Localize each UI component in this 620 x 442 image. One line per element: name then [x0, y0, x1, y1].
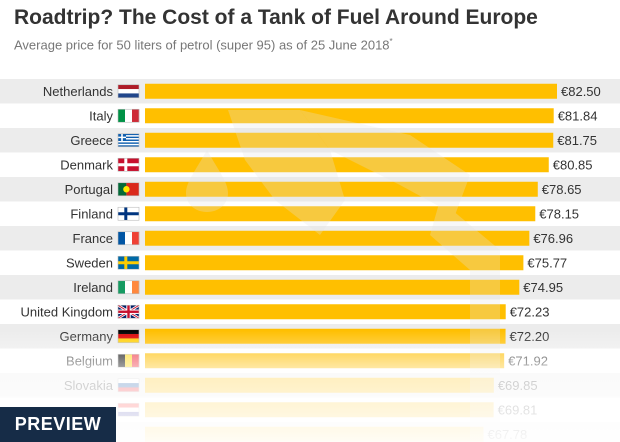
bar-portugal: [145, 181, 538, 197]
bar-finland: [145, 206, 536, 222]
value-label-ireland: €74.95: [523, 280, 563, 295]
flag-ireland-icon: [117, 280, 140, 295]
value-label-france: €76.96: [533, 231, 573, 246]
flag-denmark-icon: [117, 157, 140, 172]
bar-netherlands: [145, 83, 557, 99]
category-label-france: France: [73, 231, 113, 246]
category-label-greece: Greece: [70, 133, 113, 148]
flag-netherlands-icon: [117, 84, 140, 99]
value-label-greece: €81.75: [557, 133, 597, 148]
value-label-united-kingdom: €72.23: [510, 304, 550, 319]
value-label-sweden: €75.77: [527, 255, 567, 270]
value-label-portugal: €78.65: [542, 182, 582, 197]
bar-denmark: [145, 157, 549, 173]
chart-title: Roadtrip? The Cost of a Tank of Fuel Aro…: [14, 6, 538, 29]
flag-italy-icon: [117, 108, 140, 123]
bar-france: [145, 230, 530, 246]
flag-greece-icon: [117, 133, 140, 148]
subtitle-text: Average price for 50 liters of petrol (s…: [14, 37, 390, 53]
category-label-italy: Italy: [89, 108, 113, 123]
category-label-united-kingdom: United Kingdom: [21, 304, 114, 319]
category-label-denmark: Denmark: [60, 157, 113, 172]
flag-france-icon: [117, 231, 140, 246]
value-label-netherlands: €82.50: [561, 84, 601, 99]
category-label-netherlands: Netherlands: [43, 84, 114, 99]
category-label-portugal: Portugal: [65, 182, 114, 197]
bar-united-kingdom: [145, 304, 506, 320]
footnote-mark: *: [389, 37, 393, 46]
flag-united-kingdom-icon: [117, 304, 140, 320]
preview-badge: PREVIEW: [0, 407, 116, 442]
bar-ireland: [145, 279, 520, 295]
category-label-ireland: Ireland: [73, 280, 113, 295]
chart-subtitle: Average price for 50 liters of petrol (s…: [14, 37, 393, 52]
value-label-italy: €81.84: [558, 108, 598, 123]
flag-finland-icon: [117, 206, 140, 221]
value-label-finland: €78.15: [539, 206, 579, 221]
bar-italy: [145, 108, 554, 124]
value-label-denmark: €80.85: [553, 157, 593, 172]
flag-portugal-icon: [117, 182, 140, 197]
category-label-sweden: Sweden: [66, 255, 113, 270]
flag-sweden-icon: [117, 255, 140, 270]
category-label-finland: Finland: [70, 206, 113, 221]
bar-sweden: [145, 255, 524, 271]
bar-greece: [145, 132, 554, 148]
